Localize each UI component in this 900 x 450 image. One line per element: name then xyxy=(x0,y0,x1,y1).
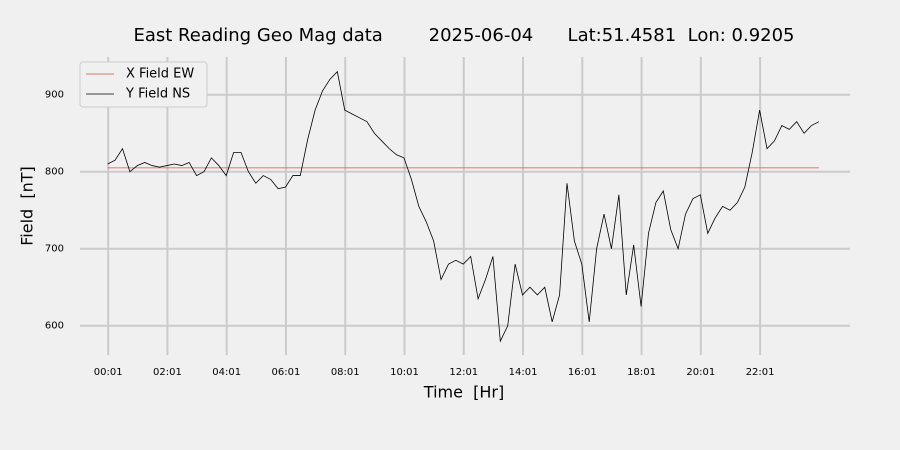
x-tick-label: 20:01 xyxy=(686,367,715,378)
legend-label: Y Field NS xyxy=(125,87,190,102)
chart-title: East Reading Geo Mag data 2025-06-04 Lat… xyxy=(133,25,794,46)
lines xyxy=(107,70,820,343)
y-tick-label: 800 xyxy=(45,167,64,178)
y-tick-label: 700 xyxy=(45,244,64,255)
x-tick-label: 12:01 xyxy=(449,367,478,378)
y-axis-label: Field [nT] xyxy=(18,166,37,246)
legend-box xyxy=(79,61,208,108)
x-tick-label: 10:01 xyxy=(390,367,419,378)
x-axis-label: Time [Hr] xyxy=(423,383,504,402)
x-tick-label: 04:01 xyxy=(212,367,241,378)
data-line xyxy=(107,70,820,343)
x-tick-label: 16:01 xyxy=(568,367,597,378)
x-tick-label: 06:01 xyxy=(272,367,301,378)
y-tick-label: 600 xyxy=(45,321,64,332)
x-tick-label: 22:01 xyxy=(746,367,775,378)
x-tick-label: 08:01 xyxy=(331,367,360,378)
x-tick-label: 18:01 xyxy=(627,367,656,378)
x-tick-label: 00:01 xyxy=(94,367,123,378)
x-tick-label: 02:01 xyxy=(153,367,182,378)
legend: X Field EW Y Field NS xyxy=(79,61,208,108)
y-tick-label: 900 xyxy=(45,90,64,101)
legend-label: X Field EW xyxy=(126,67,194,82)
grid xyxy=(80,57,850,355)
x-tick-label: 14:01 xyxy=(509,367,538,378)
